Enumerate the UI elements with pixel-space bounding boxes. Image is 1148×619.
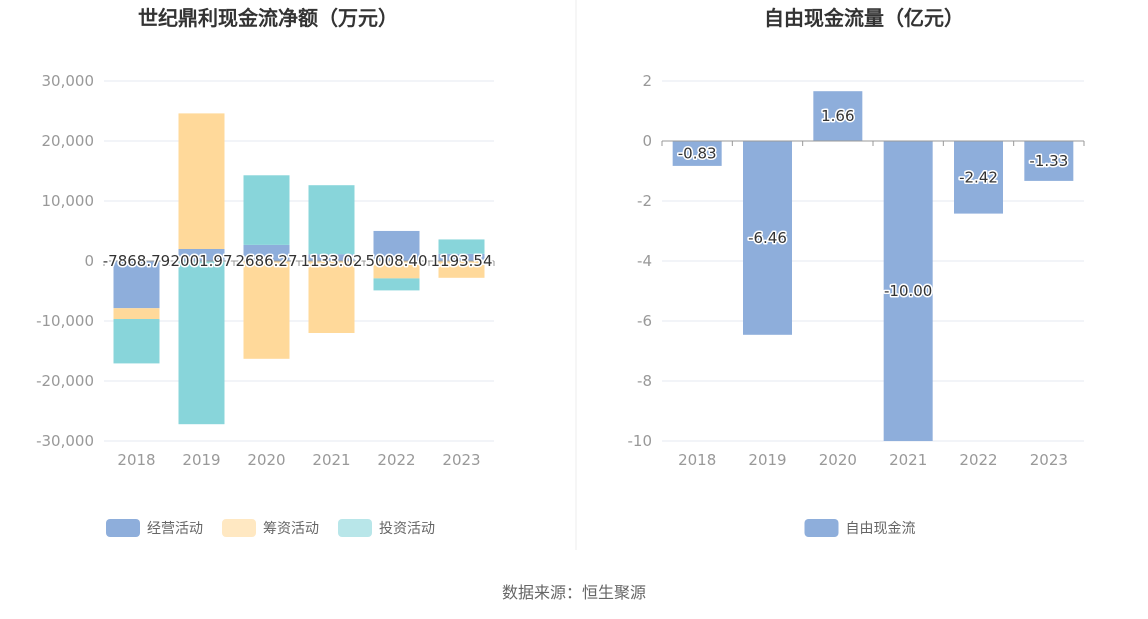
legend-swatch[interactable] (106, 519, 140, 537)
y-tick-label: -2 (637, 192, 652, 210)
x-tick-label: 2021 (312, 451, 350, 469)
y-tick-label: 20,000 (42, 132, 95, 150)
data-label: 5008.40 (365, 252, 427, 270)
bar (954, 141, 1003, 214)
x-tick-label: 2022 (959, 451, 997, 469)
data-label: -7868.79 (103, 252, 170, 270)
bar (243, 244, 290, 261)
bar (813, 91, 863, 141)
bar (1024, 141, 1074, 181)
bar (178, 248, 225, 261)
x-tick-label: 2023 (442, 451, 480, 469)
bar (743, 141, 792, 335)
left-chart: 30,000 20,000 10,000 0 -10,000 -20,000 -30,000… (36, 72, 495, 537)
y-tick-label: -30,000 (36, 432, 94, 450)
x-tick-label: 2021 (889, 451, 927, 469)
data-label: 1193.54 (430, 252, 492, 270)
y-tick-label: -10 (628, 432, 653, 450)
legend-swatch[interactable] (804, 519, 839, 537)
y-tick-label: 0 (84, 252, 94, 270)
bar (113, 319, 160, 364)
y-tick-label: -6 (637, 312, 652, 330)
bar (308, 261, 355, 333)
right-chart-title: 自由现金流量（亿元） (764, 6, 964, 30)
legend-swatch[interactable] (222, 519, 256, 537)
y-tick-label: -20,000 (36, 372, 94, 390)
bar (438, 239, 485, 254)
bar (178, 261, 225, 425)
x-tick-label: 2020 (247, 451, 285, 469)
y-tick-label: 30,000 (42, 72, 95, 90)
bar (308, 185, 355, 255)
x-tick-label: 2019 (748, 451, 786, 469)
left-chart-title: 世纪鼎利现金流净额（万元） (138, 6, 398, 30)
data-label: 2686.27 (235, 252, 297, 270)
data-label: -10.00 (884, 282, 932, 300)
data-label: 1133.02 (300, 252, 362, 270)
bar (308, 254, 355, 261)
y-tick-label: -10,000 (36, 312, 94, 330)
bar (373, 278, 420, 291)
bar (672, 141, 722, 166)
y-tick-label: 2 (642, 72, 652, 90)
data-label: 2001.97 (170, 252, 232, 270)
legend-swatch[interactable] (338, 519, 372, 537)
x-tick-label: 2018 (678, 451, 716, 469)
bar (883, 141, 933, 441)
legend-label[interactable]: 自由现金流 (846, 521, 916, 537)
data-label: -1.33 (1029, 152, 1068, 170)
bar (178, 113, 225, 249)
y-tick-label: -8 (637, 372, 652, 390)
y-tick-label: -4 (637, 252, 652, 270)
bar (373, 230, 420, 261)
legend-label[interactable]: 经营活动 (147, 521, 203, 537)
x-tick-label: 2020 (819, 451, 857, 469)
y-tick-label: 10,000 (42, 192, 95, 210)
bar (373, 261, 420, 279)
bar (113, 261, 160, 309)
legend-label[interactable]: 投资活动 (379, 521, 435, 537)
y-tick-label: 0 (642, 132, 652, 150)
data-label: 1.66 (821, 107, 854, 125)
x-tick-label: 2023 (1030, 451, 1068, 469)
data-label: -0.83 (678, 144, 717, 162)
data-label: -2.42 (959, 168, 998, 186)
x-tick-label: 2019 (182, 451, 220, 469)
legend-label[interactable]: 筹资活动 (263, 520, 319, 537)
right-chart: 2 0 -2 -4 -6 -8 -10 2018 2019 2020 2021 2022 2023 -0.… (628, 72, 1085, 537)
data-label: -6.46 (748, 229, 787, 247)
x-tick-label: 2022 (377, 451, 415, 469)
bar (113, 308, 160, 320)
bar (243, 261, 290, 359)
source-note: 数据来源：恒生聚源 (502, 583, 646, 602)
bar (243, 175, 290, 245)
bar (438, 253, 485, 261)
bar (438, 261, 485, 278)
x-tick-label: 2018 (117, 451, 155, 469)
